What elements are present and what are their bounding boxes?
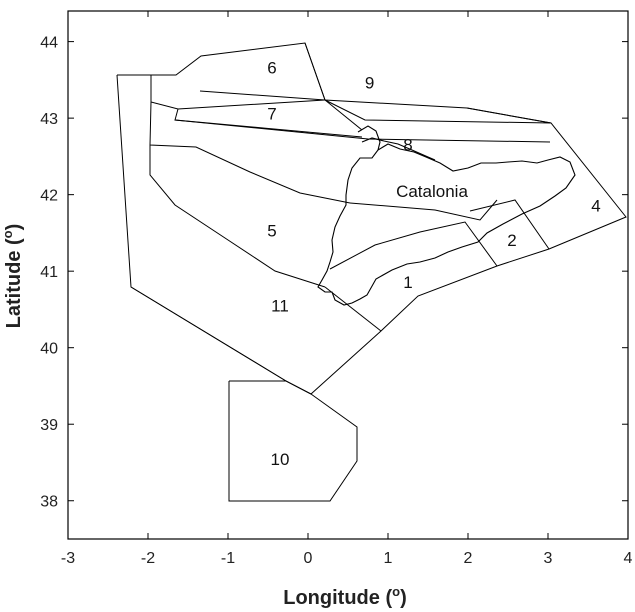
zone-label: 7 [267,105,276,124]
x-tick-label: 0 [304,550,313,567]
zone-label: 1 [403,273,412,292]
y-tick-label: 41 [40,264,58,281]
x-tick-label: 3 [544,550,553,567]
x-tick-label: 2 [464,550,473,567]
zone-label: 6 [267,59,276,78]
zone-boundary-line [174,119,551,143]
x-tick-label: 4 [624,550,633,567]
coastline [317,125,576,306]
plot-frame [67,10,629,540]
zone-label: Catalonia [396,182,468,201]
catalonia-border [361,137,436,161]
zone-label: 5 [267,222,276,241]
zone-boundary-line [150,75,326,110]
zone-boundary-line [329,221,498,270]
zone-boundary-line [130,286,287,382]
zone-boundary-line [149,145,326,288]
zone-label: 9 [365,73,374,92]
zone-boundary-line [469,199,550,250]
x-ticks: -3 -2 -1 0 1 2 3 4 [61,11,633,567]
zone-boundary-line [324,286,382,332]
y-axis-title: Latitude (o) [0,224,25,329]
catalonia-outline [317,125,576,306]
y-tick-label: 38 [40,494,58,511]
zone-label: 2 [507,231,516,250]
zone-label: 10 [271,450,290,469]
x-tick-label: -2 [141,550,155,567]
y-tick-label: 44 [40,35,58,52]
zone-boundary-line [116,42,627,395]
zone-label: 8 [403,135,412,154]
y-tick-label: 39 [40,417,58,434]
zone-boundary-line [324,99,552,124]
x-tick-label: 1 [384,550,393,567]
x-tick-label: -1 [221,550,235,567]
x-axis-title: Longitude (o) [283,584,406,609]
zone-boundary-line [228,380,358,502]
zone-boundaries [116,42,627,502]
y-tick-label: 43 [40,111,58,128]
x-tick-label: -3 [61,550,75,567]
zone-boundary-line [149,101,351,204]
zone-label: 11 [271,297,289,316]
zone-label: 4 [591,196,600,215]
zone-boundary-line [304,42,363,131]
zone-boundary-line [199,90,326,101]
y-tick-label: 42 [40,188,58,205]
zone-boundary-line [349,199,498,221]
zone-labels: 1 2 4 5 6 7 8 9 10 11 Catalonia [267,59,600,469]
zone-boundary-line [466,107,552,124]
y-tick-label: 40 [40,341,58,358]
